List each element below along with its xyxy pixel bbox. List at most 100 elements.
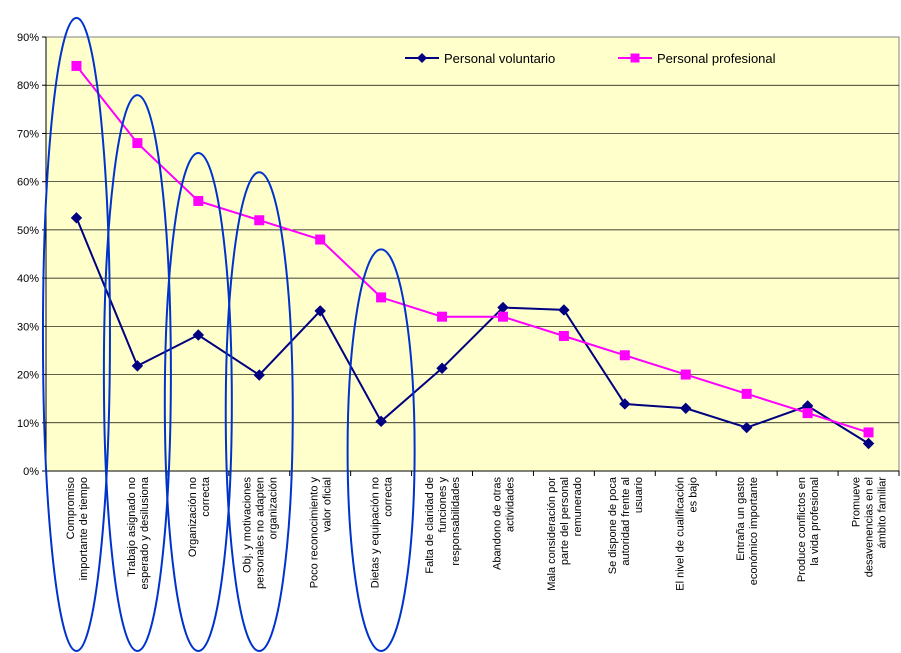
y-tick-label: 80% [17, 80, 39, 92]
category-label-line: actividades [504, 477, 516, 533]
category-label-line: es bajo [687, 477, 699, 512]
x-tick-label: Dietas y equipación no correcta [370, 476, 395, 588]
x-tick-label: Entraña un gasto económico importante [735, 477, 760, 585]
data-point [314, 305, 326, 317]
category-label-line: importante de tiempo [78, 477, 90, 580]
category-label-line: Mala consideración por [546, 477, 558, 591]
series-lines [75, 65, 870, 445]
data-point [558, 330, 569, 341]
y-tick-label: 10% [17, 418, 39, 430]
legend: Personal voluntario Personal profesional [405, 51, 776, 66]
data-point [192, 329, 205, 341]
category-label-line: Trabajo asignado no [126, 477, 138, 577]
category-label-line: El nivel de cualificación [674, 477, 686, 591]
legend-marker [630, 53, 640, 63]
category-label-line: Organización no [187, 477, 199, 557]
highlight-ellipses [41, 16, 416, 653]
data-point [131, 360, 144, 372]
highlight-ellipse [41, 16, 111, 652]
y-tick-label: 30% [17, 321, 39, 333]
data-point [619, 398, 631, 410]
data-point [740, 421, 753, 434]
data-point [254, 215, 265, 226]
data-point [802, 408, 813, 419]
legend-label: Personal voluntario [444, 51, 555, 66]
data-point [619, 350, 630, 361]
gridlines [46, 84, 899, 424]
x-tick-label: Se dispone de poca autoridad frente al usu… [607, 476, 645, 574]
category-label-line: usuario [633, 477, 645, 513]
category-label-line: esperado y desilusiona [139, 476, 151, 589]
y-tick-label: 70% [17, 128, 39, 140]
category-label-line: remunerado [572, 477, 584, 536]
category-label-line: valor oficial [322, 477, 334, 532]
category-label-line: la vida profesional [809, 477, 821, 566]
data-point [253, 369, 265, 381]
data-point [436, 362, 448, 374]
data-point [132, 138, 143, 149]
category-label-line: funciones y [437, 477, 449, 533]
category-label-line: Falta de claridad de [424, 477, 436, 574]
data-point [70, 212, 83, 224]
category-label-line: económico importante [748, 477, 760, 585]
data-point [741, 388, 752, 399]
category-label-line: autoridad frente al [620, 477, 632, 566]
data-point [193, 195, 204, 206]
x-tick-label: El nivel de cualificación es bajo [674, 477, 699, 591]
y-axis: 0% 10% 20% 30% 40% 50% 60% 70% 80% 90% [17, 32, 47, 478]
category-label-line: correcta [383, 476, 395, 517]
data-point [862, 437, 875, 450]
y-tick-label: 40% [17, 273, 39, 285]
category-label-line: Compromiso [65, 477, 77, 539]
data-point [863, 427, 874, 438]
category-label-line: Promueve [851, 477, 863, 527]
category-label-line: parte del personal [559, 477, 571, 565]
category-label-line: responsabilidades [450, 477, 462, 566]
x-tick-label: Obj. y motivaciones personales no adapten… [241, 477, 279, 589]
category-label-line: Se dispone de poca [607, 476, 619, 574]
category-label-line: Dietas y equipación no [370, 477, 382, 588]
x-tick-label: Abandono de otras actividades [491, 477, 516, 570]
x-tick-label: Organización no correcta [187, 476, 212, 557]
category-label-line: desavenencias en el [864, 477, 876, 577]
data-point [315, 234, 326, 245]
highlight-ellipse [163, 151, 233, 652]
y-tick-label: 20% [17, 370, 39, 382]
data-point [497, 311, 508, 322]
y-tick-label: 0% [23, 466, 39, 478]
category-label-line: Obj. y motivaciones [241, 477, 253, 573]
data-point [680, 369, 691, 380]
x-tick-label: Poco reconocimiento y valor oficial [309, 477, 334, 589]
highlight-ellipse [346, 248, 416, 653]
category-label-line: personales no adapten [254, 477, 266, 589]
y-tick-label: 60% [17, 177, 39, 189]
plot-area [45, 36, 900, 472]
legend-marker [417, 53, 427, 63]
x-axis: Compromiso importante de tiempo Trabajo as… [45, 470, 900, 591]
x-tick-label: Trabajo asignado no esperado y desilusion… [126, 476, 151, 589]
series-line [75, 217, 870, 445]
data-point [558, 304, 570, 316]
data-point [680, 402, 692, 415]
data-point [437, 311, 448, 322]
y-tick-label: 50% [17, 225, 39, 237]
x-tick-label: Produce conflictos en la vida profesional [796, 477, 821, 582]
x-tick-label: Compromiso importante de tiempo [65, 477, 90, 580]
legend-label: Personal profesional [657, 51, 776, 66]
x-tick-label: Mala consideración por parte del personal… [546, 477, 584, 591]
y-tick-label: 90% [17, 32, 39, 44]
highlight-ellipse [102, 94, 172, 652]
x-tick-label: Falta de claridad de funciones y responsab… [424, 477, 462, 574]
data-point [71, 60, 82, 71]
category-label-line: correcta [200, 476, 212, 517]
data-point [375, 415, 387, 428]
highlight-ellipse [224, 171, 294, 652]
category-label-line: Abandono de otras [491, 477, 503, 570]
category-label-line: ámbito familiar [877, 477, 889, 549]
series-line [75, 65, 869, 434]
x-tick-label: Promueve desavenencias en el ámbito famili… [851, 477, 889, 578]
category-label-line: Poco reconocimiento y [309, 477, 321, 589]
category-label-line: organización [267, 477, 279, 539]
data-point [376, 292, 387, 303]
